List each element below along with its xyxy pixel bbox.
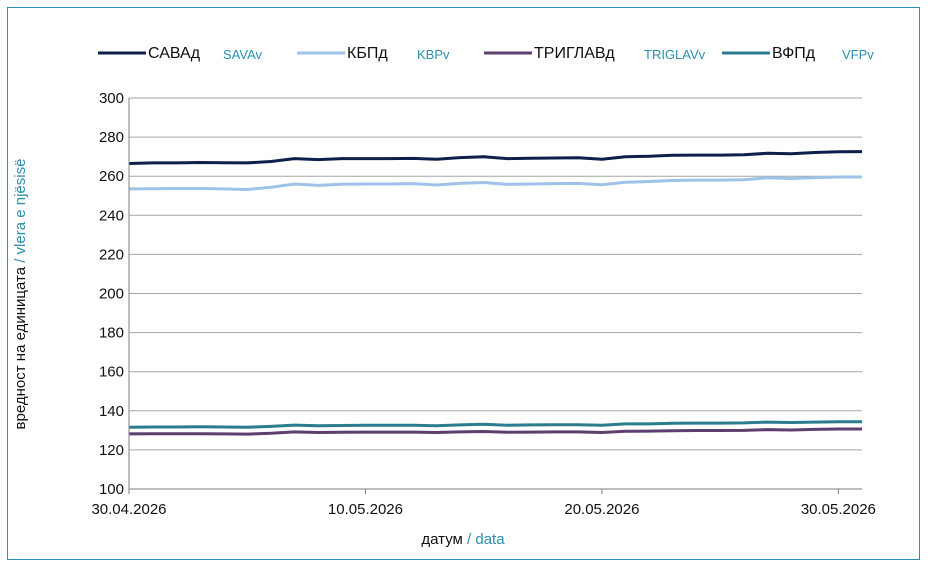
legend-label: КБПд <box>347 45 388 62</box>
x-axis-title: датум / data <box>421 531 505 548</box>
legend-item-vfpv: ВФПд VFPv <box>722 45 874 62</box>
y-tick-label: 280 <box>99 129 124 146</box>
legend-label: ВФПд <box>772 45 816 62</box>
y-axis-title-primary: вредност на единицата <box>12 266 29 429</box>
legend-label-secondary: TRIGLAVv <box>644 47 706 62</box>
legend: САВАд SAVAv КБПд KBPv ТРИГЛАВд TRIGLAVv ВФПд VF… <box>98 45 874 62</box>
legend-label: ТРИГЛАВд <box>534 45 615 62</box>
legend-item-savav: САВАд SAVAv <box>98 45 263 62</box>
series-line-savav <box>128 150 863 165</box>
legend-item-kbpv: КБПд KBPv <box>297 45 450 62</box>
gridlines <box>129 97 862 451</box>
y-axis-title-secondary: vlera e njësisë <box>12 159 29 255</box>
series-lines <box>128 150 863 436</box>
legend-label-secondary: SAVAv <box>223 47 263 62</box>
y-tick-label: 300 <box>99 90 124 107</box>
y-axis-title: вредност на единицата / vlera e njësisë <box>12 159 29 430</box>
x-axis-title-primary: датум <box>421 531 462 548</box>
y-tick-label: 140 <box>99 403 124 420</box>
y-tick-label: 180 <box>99 325 124 342</box>
x-tick-labels: 30.04.2026 10.05.2026 20.05.2026 30.05.2026 <box>91 501 875 518</box>
y-tick-label: 220 <box>99 246 124 263</box>
chart-frame <box>7 7 920 560</box>
y-tick-label: 200 <box>99 286 124 303</box>
y-tick-label: 160 <box>99 364 124 381</box>
legend-label: САВАд <box>148 45 201 62</box>
x-tick-label: 10.05.2026 <box>328 501 403 518</box>
legend-label-secondary: VFPv <box>842 47 874 62</box>
series-line-kbpv <box>128 175 862 191</box>
x-tick-label: 30.05.2026 <box>801 501 876 518</box>
y-tick-label: 240 <box>99 207 124 224</box>
legend-label-secondary: KBPv <box>417 47 450 62</box>
y-tick-label: 120 <box>99 442 124 459</box>
legend-item-triglavv: ТРИГЛАВд TRIGLAVv <box>484 45 706 62</box>
y-tick-label: 100 <box>99 481 124 498</box>
x-axis-title-secondary: data <box>475 531 505 548</box>
y-tick-label: 260 <box>99 168 124 185</box>
series-line-vfpv <box>128 420 862 429</box>
y-axis-title-separator: / <box>12 254 29 267</box>
x-tick-label: 30.04.2026 <box>91 501 166 518</box>
axes <box>128 98 862 494</box>
y-tick-labels: 100 120 140 160 180 200 220 240 260 280 300 <box>99 90 124 498</box>
x-axis-title-separator: / <box>463 531 476 548</box>
x-tick-label: 20.05.2026 <box>564 501 639 518</box>
series-line-triglavv <box>128 427 862 436</box>
